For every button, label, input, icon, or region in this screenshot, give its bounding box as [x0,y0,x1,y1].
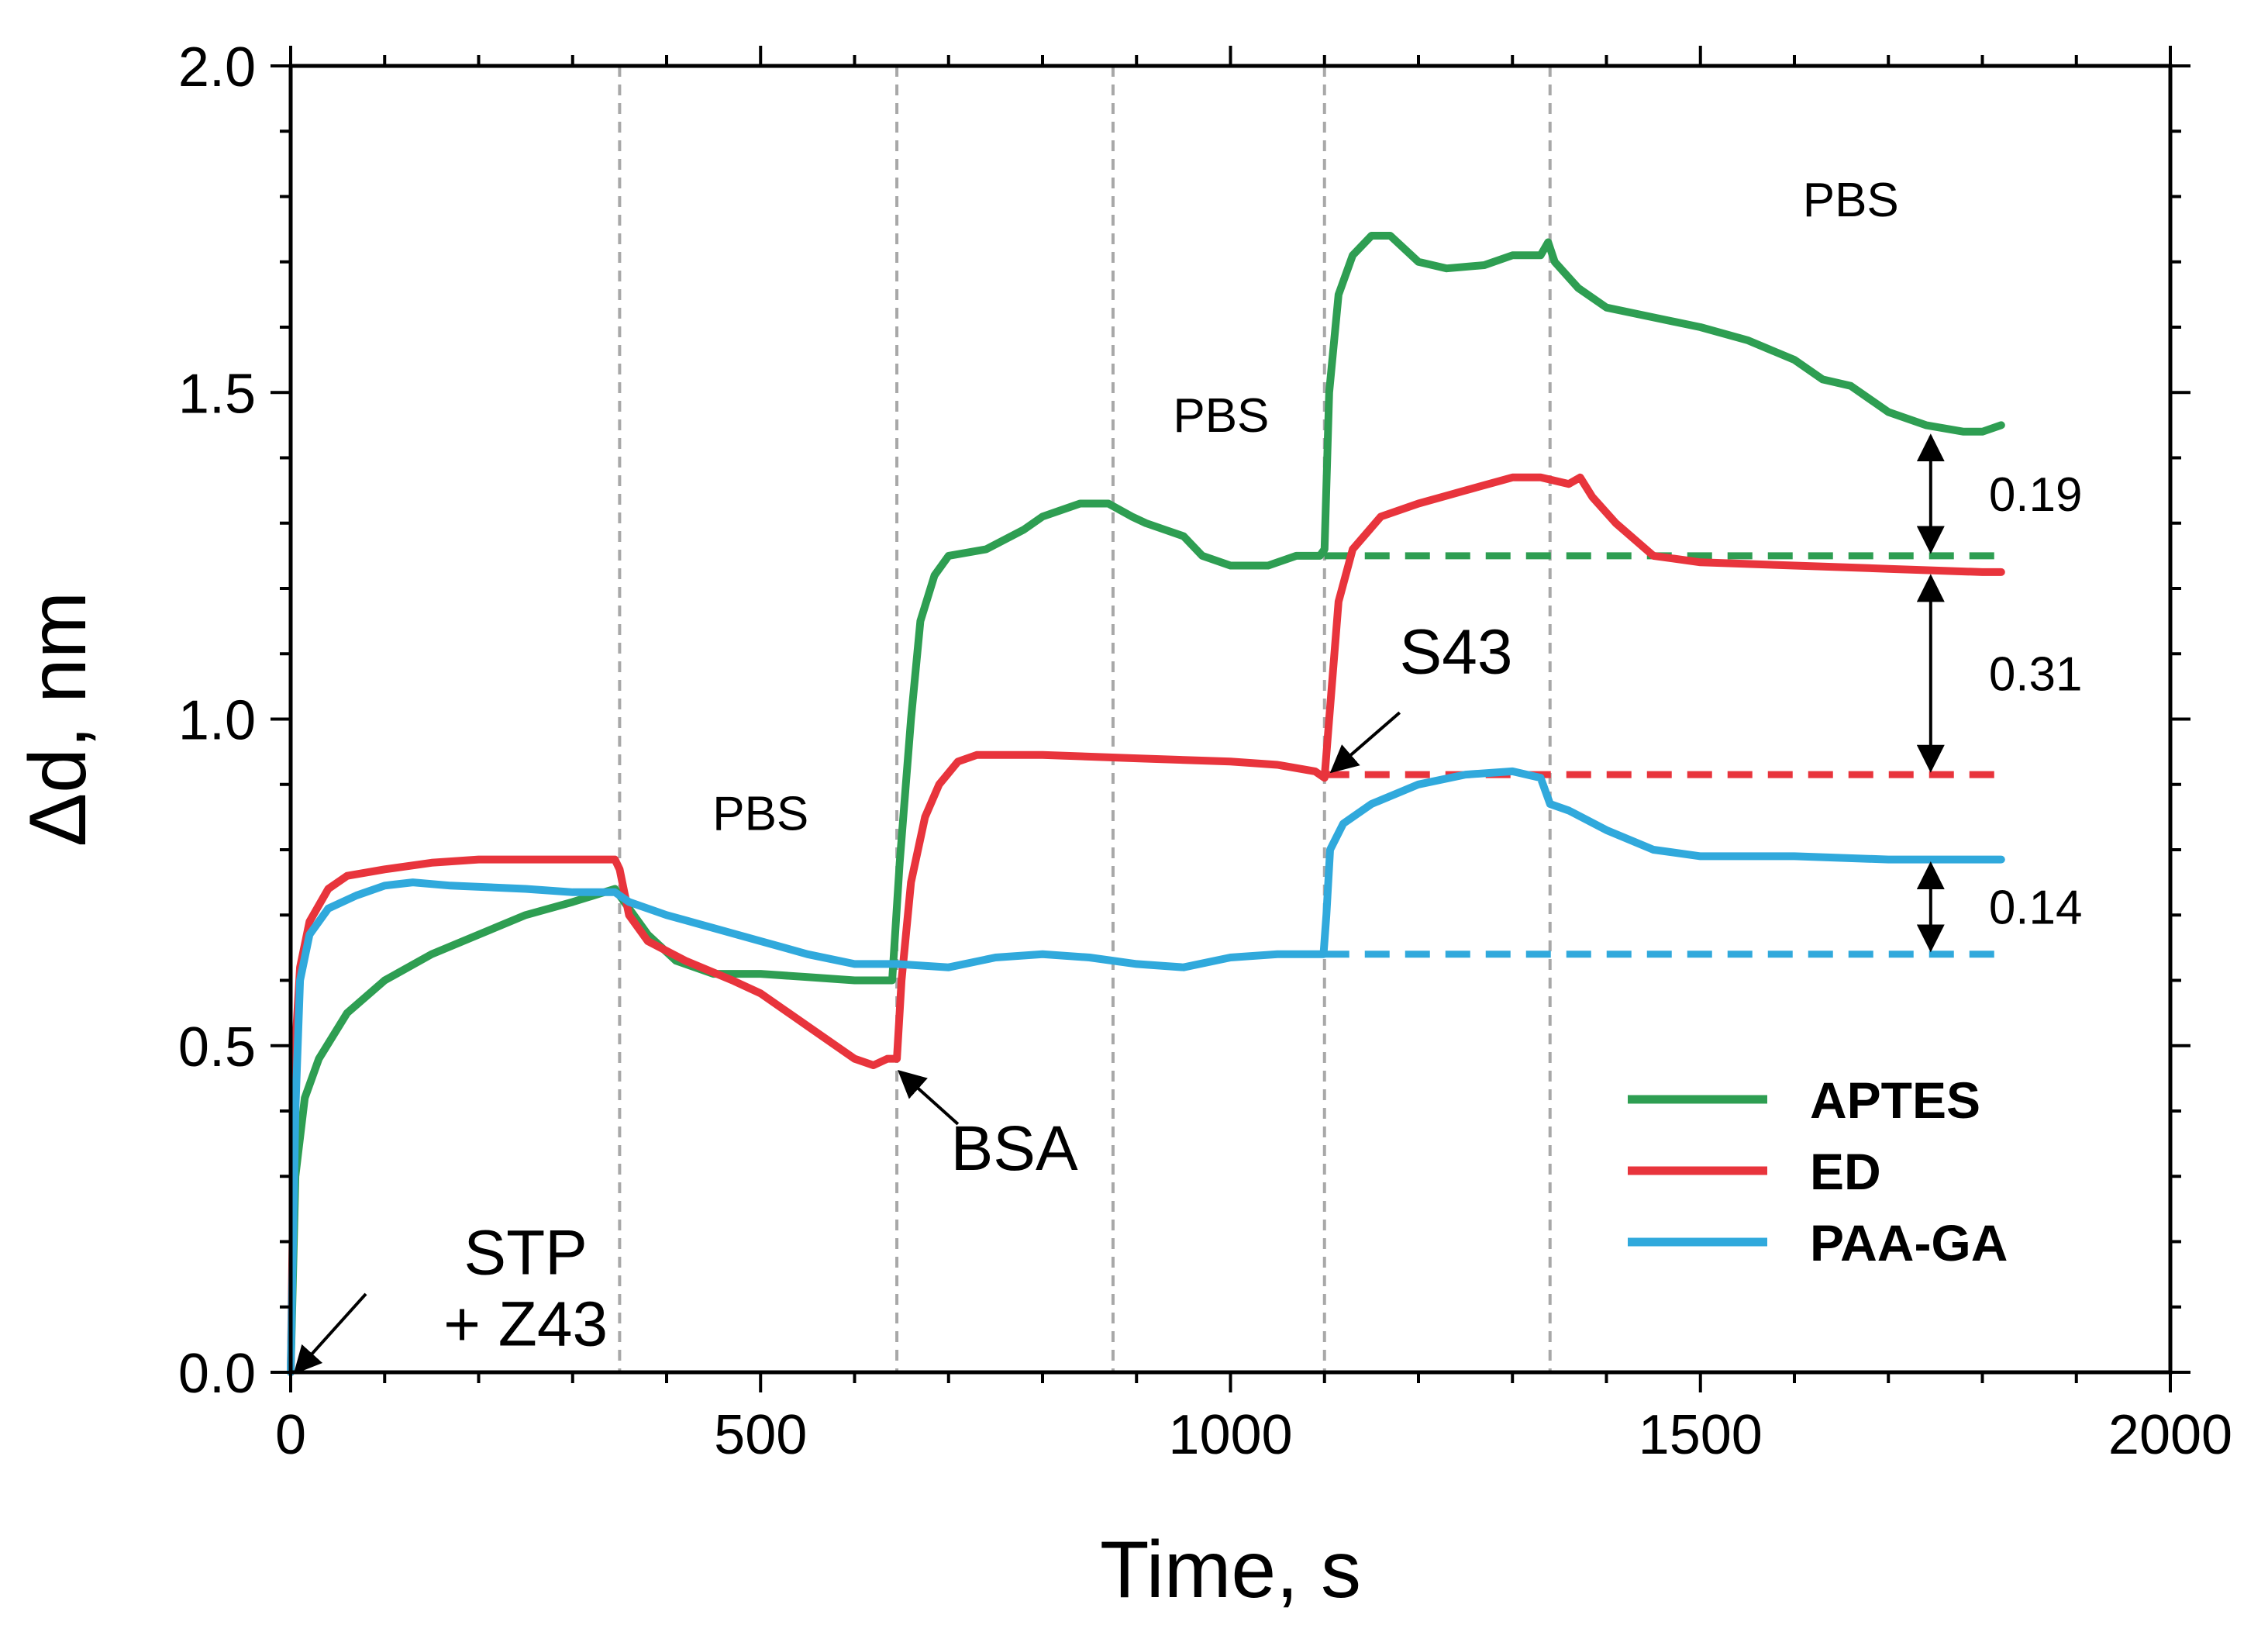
series-lines [287,232,2005,1376]
plot-frame [288,64,2173,1375]
annotation-text-1-0: PBS [712,788,808,841]
annotation-text-0-0: STP [464,1218,587,1289]
annotation-arrow-2 [898,1070,960,1126]
x-tick-label-3: 1500 [1639,1404,1763,1466]
y-tick-label-0: 0.0 [178,1343,256,1405]
series-line-paa-ga [287,767,2005,1376]
difference-label-0: 0.19 [1989,468,2083,522]
y-tick-label-1: 0.5 [178,1016,256,1078]
phase-divider-lines [618,66,1552,1372]
y-tick-label-4: 2.0 [178,36,256,98]
series-line-aptes [287,232,2005,1376]
series-line-ed [287,473,2005,1376]
x-tick-label-1: 500 [714,1404,807,1466]
legend-label-aptes: APTES [1810,1071,1980,1129]
y-axis-title: Δd, nm [13,592,103,847]
axes: 0 500 1000 1500 2000 0.0 0.5 1.0 1.5 2.0 [178,36,2232,1466]
annotation-text-3-0: PBS [1173,389,1269,443]
legend-label-paa-ga: PAA-GA [1810,1214,2008,1271]
x-tick-label-0: 0 [275,1404,306,1466]
difference-label-1: 0.31 [1989,648,2083,702]
annotations: STP+ Z43 PBS BSA PBS S43 PBS [293,174,1899,1375]
difference-arrows: 0.19 0.31 0.14 [1916,433,2083,953]
baseline-dashes [1324,552,2001,958]
annotation-text-0-1: + Z43 [443,1289,608,1360]
x-tick-label-4: 2000 [2108,1404,2232,1466]
legend-label-ed: ED [1810,1143,1881,1200]
y-tick-label-2: 1.0 [178,690,256,752]
annotation-text-4-0: S43 [1400,617,1513,688]
difference-label-2: 0.14 [1989,882,2083,935]
x-tick-label-2: 1000 [1168,1404,1292,1466]
annotation-arrow-4 [1329,711,1401,774]
annotation-text-5-0: PBS [1803,174,1899,227]
x-axis-title: Time, s [1100,1525,1361,1615]
annotation-text-2-0: BSA [951,1113,1078,1184]
annotation-arrow-0 [293,1292,367,1375]
legend: APTES ED PAA-GA [1628,1071,2008,1271]
y-tick-label-3: 1.5 [178,363,256,425]
